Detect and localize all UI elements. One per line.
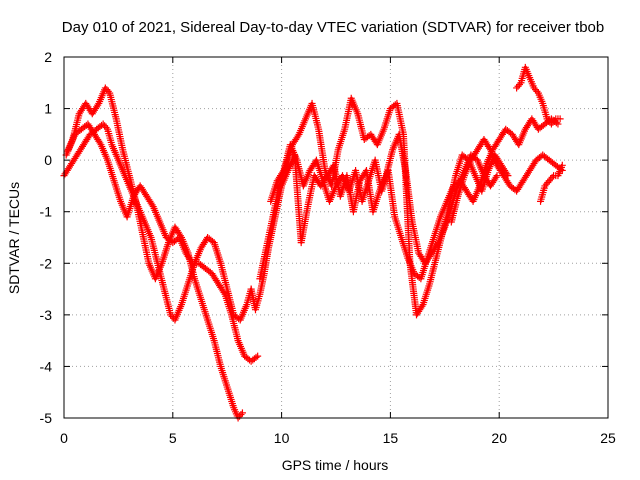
y-tick-label: -3 xyxy=(40,307,53,323)
data-point-fill xyxy=(104,87,112,95)
series-track-b xyxy=(62,84,246,422)
x-tick-label: 10 xyxy=(274,430,290,446)
x-tick-label: 5 xyxy=(169,430,177,446)
x-tick-label: 0 xyxy=(60,430,68,446)
plot-frame xyxy=(63,56,609,419)
data-point-fill xyxy=(94,101,102,109)
x-tick-label: 20 xyxy=(491,430,507,446)
data-point xyxy=(493,172,501,180)
series-track-i xyxy=(537,161,566,205)
data-point xyxy=(254,352,262,360)
data-point-fill xyxy=(548,173,556,181)
data-point xyxy=(556,115,564,123)
data-point-fill xyxy=(533,87,541,95)
data-point-fill xyxy=(516,81,524,89)
data-point-fill xyxy=(148,201,156,209)
series-track-c xyxy=(64,120,262,365)
grid xyxy=(64,57,608,418)
data-point-fill xyxy=(279,168,287,176)
x-tick-label: 15 xyxy=(383,430,399,446)
series-track-h xyxy=(513,63,564,128)
data-series xyxy=(60,63,566,422)
data-point-fill xyxy=(96,139,104,147)
data-point xyxy=(558,161,566,169)
data-point-fill xyxy=(220,289,228,297)
y-tick-label: 2 xyxy=(44,49,52,65)
y-tick-label: 1 xyxy=(44,101,52,117)
x-tick-label: 25 xyxy=(600,430,616,446)
y-axis-label: SDTVAR / TECUs xyxy=(6,182,22,294)
data-point-fill xyxy=(187,258,195,266)
data-point xyxy=(238,409,246,417)
data-point-fill xyxy=(237,411,245,419)
y-tick-label: -5 xyxy=(40,410,53,426)
data-point-fill xyxy=(550,117,558,125)
series-track-g xyxy=(447,136,566,226)
y-tick-label: -1 xyxy=(40,204,53,220)
x-axis-label: GPS time / hours xyxy=(282,457,389,473)
data-point-fill xyxy=(252,353,260,361)
axis-ticks: 0 5 10 15 20 25 -5 -4 -3 -2 -1 0 1 2 xyxy=(40,49,616,446)
y-tick-label: 0 xyxy=(44,152,52,168)
chart-title: Day 010 of 2021, Sidereal Day-to-day VTE… xyxy=(62,19,604,36)
data-point-fill xyxy=(485,144,493,152)
y-tick-label: -2 xyxy=(40,255,53,271)
data-point-fill xyxy=(418,302,426,310)
y-tick-label: -4 xyxy=(40,358,53,374)
data-point-fill xyxy=(294,132,302,140)
data-point-fill xyxy=(492,173,500,181)
data-point-fill xyxy=(102,123,110,131)
series-track-f xyxy=(267,115,562,283)
series-track-e xyxy=(256,94,512,319)
